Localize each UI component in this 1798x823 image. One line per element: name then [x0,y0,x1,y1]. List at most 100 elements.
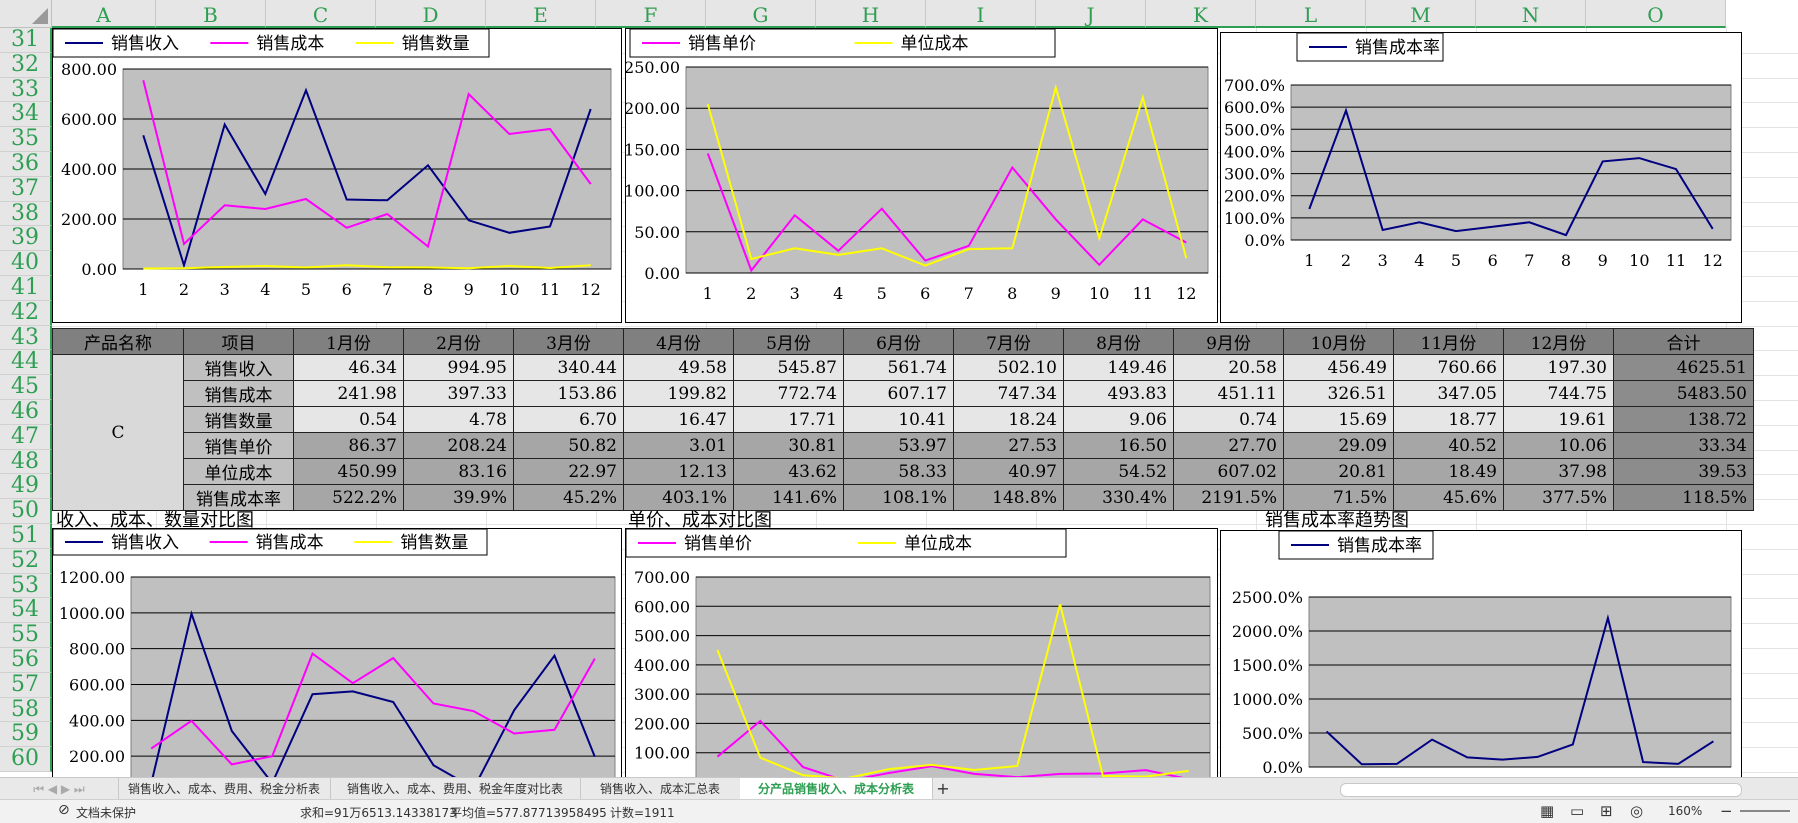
value-cell[interactable]: 451.11 [1173,380,1284,407]
value-cell[interactable]: 12.13 [623,458,734,485]
row-label-cell[interactable]: 销售数量 [183,406,294,433]
value-cell[interactable]: 39.9% [403,484,514,511]
row-header-46[interactable]: 46 [0,399,52,425]
row-label-cell[interactable]: 销售单价 [183,432,294,459]
row-label-cell[interactable]: 销售收入 [183,354,294,381]
row-header-54[interactable]: 54 [0,598,52,624]
product-name-cell[interactable]: C [52,354,184,511]
protect-status[interactable]: 文档未保护 [76,806,137,820]
value-cell[interactable]: 27.53 [953,432,1064,459]
value-cell[interactable]: 37.98 [1503,458,1614,485]
row-label-cell[interactable]: 单位成本 [183,458,294,485]
value-cell[interactable]: 9.06 [1063,406,1174,433]
column-header-F[interactable]: F [596,0,706,28]
value-cell[interactable]: 450.99 [293,458,404,485]
row-header-49[interactable]: 49 [0,474,52,500]
value-cell[interactable]: 16.47 [623,406,734,433]
total-cell[interactable]: 118.5% [1613,484,1754,511]
zoom-level[interactable]: 160% [1668,804,1703,818]
row-header-41[interactable]: 41 [0,275,52,301]
value-cell[interactable]: 83.16 [403,458,514,485]
table-header-cell[interactable]: 产品名称 [52,328,184,355]
value-cell[interactable]: 16.50 [1063,432,1174,459]
table-header-cell[interactable]: 5月份 [733,328,844,355]
value-cell[interactable]: 27.70 [1173,432,1284,459]
tab-sheet-3[interactable]: 销售收入、成本汇总表 [580,778,741,800]
value-cell[interactable]: 45.2% [513,484,624,511]
chart-revenue-cost-qty-bottom[interactable]: 销售收入 销售成本 销售数量 200.00 400.00 600.00 800.00 1000… [52,528,622,777]
row-header-59[interactable]: 59 [0,722,52,748]
value-cell[interactable]: 0.54 [293,406,404,433]
chart-price-unitcost-top[interactable]: 销售单价 单位成本 0.00 50.00 100.00 150.00 200.00 250.0… [625,28,1218,323]
value-cell[interactable]: 241.98 [293,380,404,407]
column-header-H[interactable]: H [816,0,926,28]
tab-sheet-4[interactable]: 分产品销售收入、成本分析表 [740,778,933,800]
zoom-out-icon[interactable]: − [1720,802,1733,820]
value-cell[interactable]: 493.83 [1063,380,1174,407]
row-header-33[interactable]: 33 [0,77,52,103]
table-header-cell[interactable]: 1月份 [293,328,404,355]
row-header-55[interactable]: 55 [0,622,52,648]
table-header-cell[interactable]: 4月份 [623,328,734,355]
zoom-slider[interactable] [1740,810,1790,812]
value-cell[interactable]: 58.33 [843,458,954,485]
table-header-cell[interactable]: 9月份 [1173,328,1284,355]
value-cell[interactable]: 607.17 [843,380,954,407]
row-header-44[interactable]: 44 [0,350,52,376]
total-cell[interactable]: 138.72 [1613,406,1754,433]
chart-cost-rate-bottom[interactable]: 销售成本率 0.0% 500.0% 1000.0% 1500.0% 2000.0% 2500… [1220,530,1742,777]
row-header-36[interactable]: 36 [0,151,52,177]
page-break-icon[interactable]: ⊞ [1600,802,1613,820]
value-cell[interactable]: 607.02 [1173,458,1284,485]
value-cell[interactable]: 18.77 [1393,406,1504,433]
select-all-corner[interactable] [0,0,52,28]
value-cell[interactable]: 86.37 [293,432,404,459]
value-cell[interactable]: 502.10 [953,354,1064,381]
normal-view-icon[interactable]: ▦ [1540,802,1555,820]
add-sheet-button[interactable]: + [936,779,950,798]
table-header-cell[interactable]: 2月份 [403,328,514,355]
column-header-O[interactable]: O [1586,0,1726,28]
row-label-cell[interactable]: 销售成本 [183,380,294,407]
value-cell[interactable]: 744.75 [1503,380,1614,407]
value-cell[interactable]: 30.81 [733,432,844,459]
value-cell[interactable]: 4.78 [403,406,514,433]
value-cell[interactable]: 19.61 [1503,406,1614,433]
value-cell[interactable]: 403.1% [623,484,734,511]
row-header-34[interactable]: 34 [0,102,52,128]
row-header-51[interactable]: 51 [0,523,52,549]
page-layout-icon[interactable]: ▭ [1570,802,1585,820]
row-header-50[interactable]: 50 [0,498,52,524]
row-header-40[interactable]: 40 [0,250,52,276]
value-cell[interactable]: 46.34 [293,354,404,381]
value-cell[interactable]: 15.69 [1283,406,1394,433]
table-header-cell[interactable]: 合计 [1613,328,1754,355]
row-header-32[interactable]: 32 [0,52,52,78]
value-cell[interactable]: 2191.5% [1173,484,1284,511]
row-header-45[interactable]: 45 [0,374,52,400]
value-cell[interactable]: 43.62 [733,458,844,485]
value-cell[interactable]: 10.41 [843,406,954,433]
row-header-38[interactable]: 38 [0,201,52,227]
row-header-42[interactable]: 42 [0,300,52,326]
row-header-43[interactable]: 43 [0,325,52,351]
value-cell[interactable]: 772.74 [733,380,844,407]
column-header-G[interactable]: G [706,0,816,28]
row-header-35[interactable]: 35 [0,126,52,152]
row-header-58[interactable]: 58 [0,697,52,723]
value-cell[interactable]: 208.24 [403,432,514,459]
value-cell[interactable]: 197.30 [1503,354,1614,381]
value-cell[interactable]: 326.51 [1283,380,1394,407]
row-header-52[interactable]: 52 [0,548,52,574]
column-header-D[interactable]: D [376,0,486,28]
value-cell[interactable]: 18.49 [1393,458,1504,485]
value-cell[interactable]: 40.52 [1393,432,1504,459]
value-cell[interactable]: 20.81 [1283,458,1394,485]
row-header-57[interactable]: 57 [0,672,52,698]
row-header-39[interactable]: 39 [0,226,52,252]
row-header-37[interactable]: 37 [0,176,52,202]
tab-sheet-1[interactable]: 销售收入、成本、费用、税金分析表 [118,778,331,800]
chart-cost-rate-top[interactable]: 销售成本率 0.0% 100.0% 200.0% 300.0% 400.0% 500.0% 6… [1220,32,1742,323]
table-header-cell[interactable]: 11月份 [1393,328,1504,355]
table-header-cell[interactable]: 6月份 [843,328,954,355]
